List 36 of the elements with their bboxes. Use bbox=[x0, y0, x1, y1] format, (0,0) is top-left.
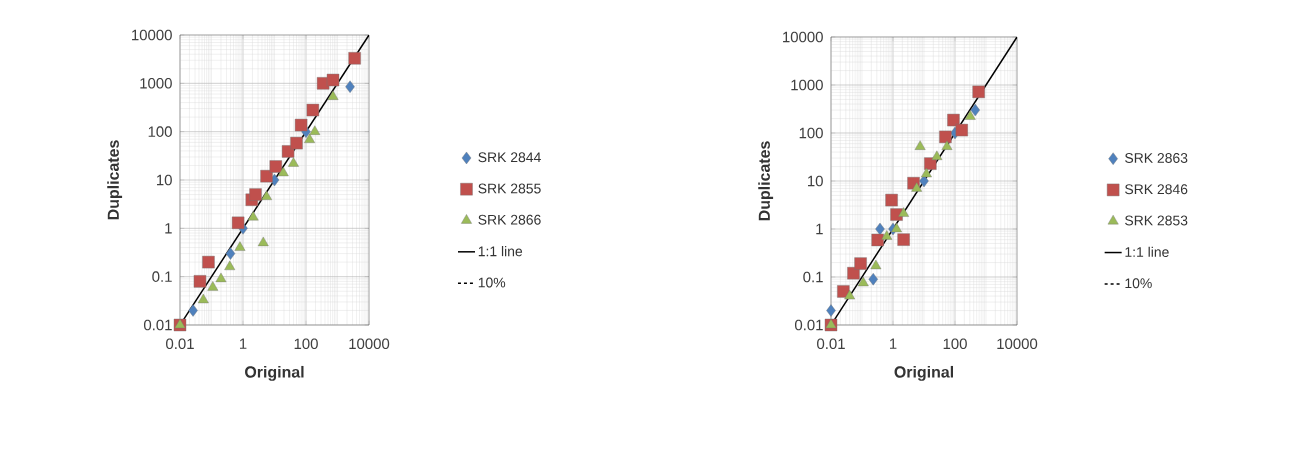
legend-label: SRK 2846 bbox=[1125, 184, 1188, 195]
y-tick-label: 1 bbox=[816, 223, 823, 235]
y-axis-title: Duplicates bbox=[107, 140, 123, 220]
y-tick-label: 0.1 bbox=[152, 271, 172, 282]
legend-label: 1:1 line bbox=[478, 246, 523, 257]
y-tick-label: 10000 bbox=[132, 29, 172, 41]
x-axis-title: Original bbox=[894, 365, 953, 381]
legend-label: 10% bbox=[478, 277, 506, 288]
legend-label: SRK 2853 bbox=[1125, 215, 1188, 226]
x-tick-label: 1 bbox=[889, 338, 897, 349]
legend-label: SRK 2844 bbox=[478, 152, 541, 163]
x-tick-label: 1 bbox=[239, 338, 247, 349]
legend-label: 1:1 line bbox=[1125, 246, 1169, 257]
y-tick-label: 1000 bbox=[140, 78, 172, 89]
x-tick-label: 0.01 bbox=[166, 338, 194, 350]
x-tick-label: 100 bbox=[943, 338, 967, 350]
y-tick-label: 1 bbox=[165, 223, 172, 234]
y-tick-label: 0.01 bbox=[794, 319, 823, 331]
x-tick-label: 0.01 bbox=[817, 338, 845, 350]
x-tick-label: 10000 bbox=[349, 338, 390, 350]
y-tick-label: 0.1 bbox=[803, 271, 823, 283]
x-tick-label: 10000 bbox=[997, 338, 1038, 350]
y-tick-label: 1000 bbox=[791, 79, 823, 91]
legend-label: SRK 2863 bbox=[1125, 153, 1188, 163]
x-tick-label: 100 bbox=[294, 338, 318, 350]
y-tick-label: 100 bbox=[799, 127, 823, 139]
legend-label: 10% bbox=[1125, 278, 1152, 289]
y-tick-label: 0.01 bbox=[143, 319, 172, 331]
y-axis-title: Duplicates bbox=[758, 141, 774, 221]
x-axis-title: Original bbox=[245, 365, 304, 381]
y-tick-label: 10000 bbox=[783, 31, 823, 43]
legend-label: SRK 2866 bbox=[478, 214, 541, 225]
legend-label: SRK 2855 bbox=[478, 183, 541, 194]
y-tick-label: 10 bbox=[157, 174, 172, 186]
y-tick-label: 10 bbox=[808, 175, 823, 187]
y-tick-label: 100 bbox=[148, 126, 172, 137]
